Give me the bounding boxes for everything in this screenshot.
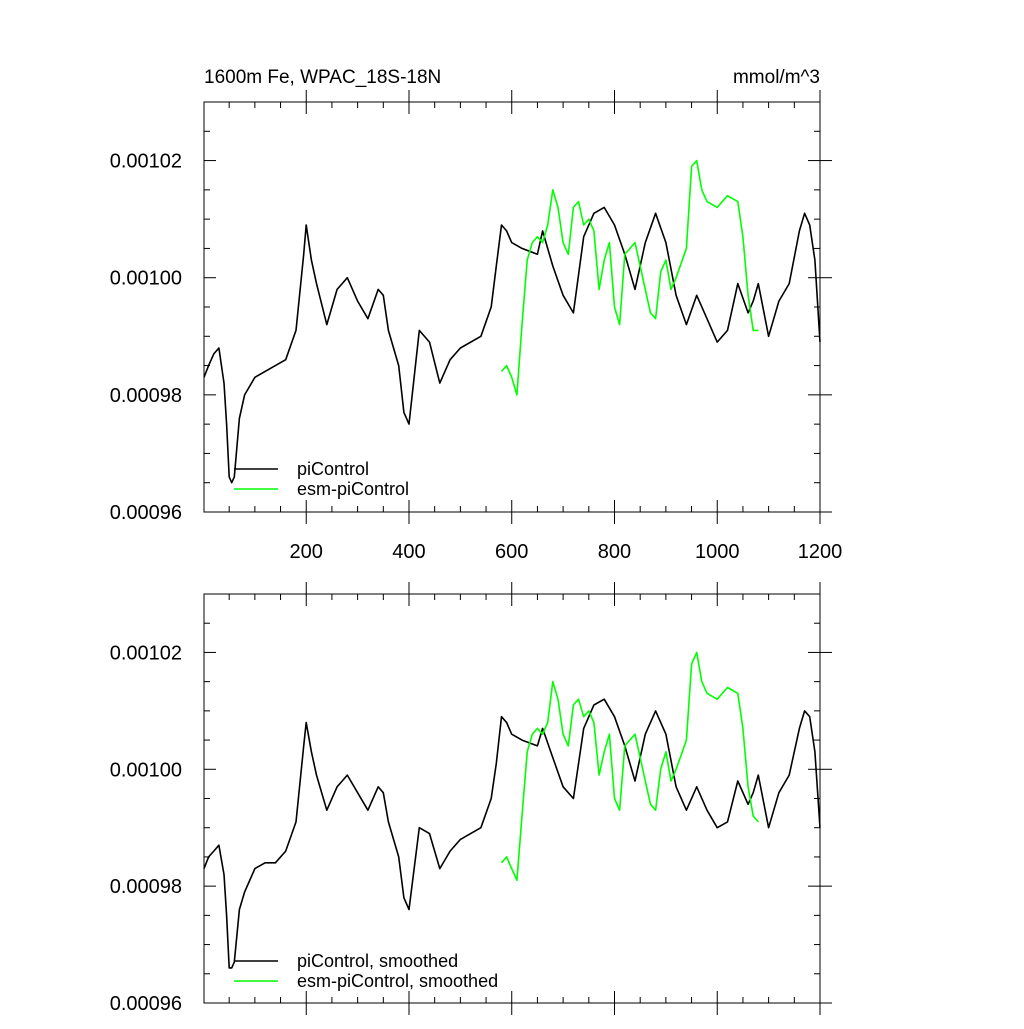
bottom-y-tick-label: 0.00098: [110, 876, 182, 898]
top-panel: 200 400 600 800 1000 1200 0.00096 0.00098 0.0010…: [110, 90, 843, 563]
top-plot-frame: [203, 101, 821, 513]
top-y-tick-label: 0.00100: [110, 268, 182, 290]
top-x-tick-label: 1000: [695, 541, 740, 563]
top-x-tick-label: 600: [495, 541, 528, 563]
chart-title: 1600m Fe, WPAC_18S-18N: [204, 67, 441, 88]
bottom-y-tick-label: 0.00100: [110, 759, 182, 781]
top-y-tick-label: 0.00098: [110, 385, 182, 407]
bottom-plot-frame: [203, 593, 821, 1004]
bottom-y-tick-label: 0.00096: [110, 993, 182, 1015]
top-x-tick-label: 800: [598, 541, 631, 563]
bottom-series-line-esm-picontrol: [500, 651, 759, 882]
top-legend-label: esm-piControl: [297, 479, 409, 499]
bottom-legend-label: esm-piControl, smoothed: [297, 971, 498, 991]
bottom-series-line-picontrol: [203, 698, 821, 969]
bottom-panel: 0.00096 0.00098 0.00100 0.00102 piControl, s…: [110, 582, 832, 1015]
top-series-line-picontrol: [203, 206, 821, 484]
top-x-tick-label: 200: [290, 541, 323, 563]
top-x-tick-label: 1200: [798, 541, 843, 563]
bottom-legend-label: piControl, smoothed: [297, 951, 458, 971]
top-x-tick-label: 400: [392, 541, 425, 563]
top-series-line-esm-picontrol: [500, 159, 759, 396]
top-y-tick-label: 0.00096: [110, 502, 182, 524]
top-legend-label: piControl: [297, 459, 369, 479]
bottom-y-tick-label: 0.00102: [110, 642, 182, 664]
top-y-tick-label: 0.00102: [110, 151, 182, 173]
units-label: mmol/m^3: [733, 67, 820, 88]
